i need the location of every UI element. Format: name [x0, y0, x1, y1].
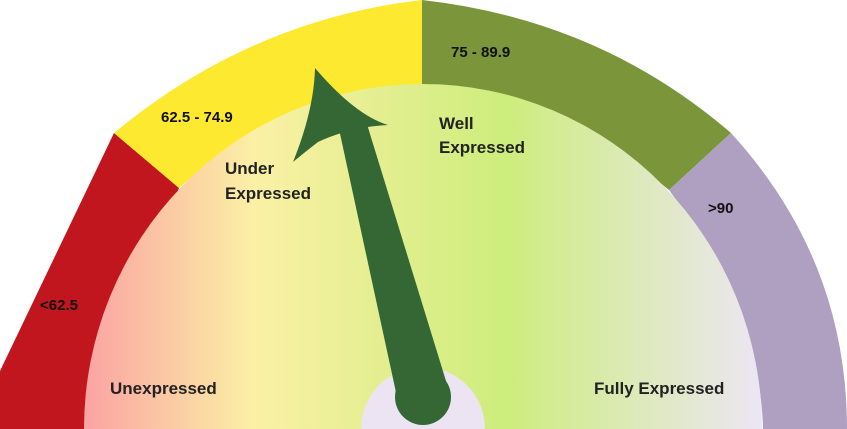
segment-62-5-to-74-9	[114, 0, 422, 188]
needle-pivot	[395, 369, 451, 425]
segment-label-above-90: >90	[708, 200, 733, 217]
zone-label-fully-expressed: Fully Expressed	[594, 379, 724, 398]
needle-shaft	[339, 121, 446, 397]
gauge-needle	[293, 68, 451, 425]
zone-label-well-expressed-line2: Expressed	[439, 138, 525, 157]
zone-label-under-expressed-line1: Under	[225, 159, 275, 178]
segment-below-62-5	[0, 133, 179, 429]
zone-label-under-expressed-line2: Expressed	[225, 184, 311, 203]
segment-label-75-to-89-9: 75 - 89.9	[451, 44, 510, 61]
gauge-inner-face	[84, 84, 762, 429]
zone-label-unexpressed: Unexpressed	[110, 379, 217, 398]
segment-75-to-89-9	[422, 0, 731, 190]
segment-label-below-62-5: <62.5	[40, 297, 78, 314]
segment-label-62-5-to-74-9: 62.5 - 74.9	[161, 109, 233, 126]
segment-above-90	[669, 133, 847, 429]
zone-label-well-expressed-line1: Well	[439, 114, 474, 133]
needle-arrowhead	[293, 68, 388, 162]
